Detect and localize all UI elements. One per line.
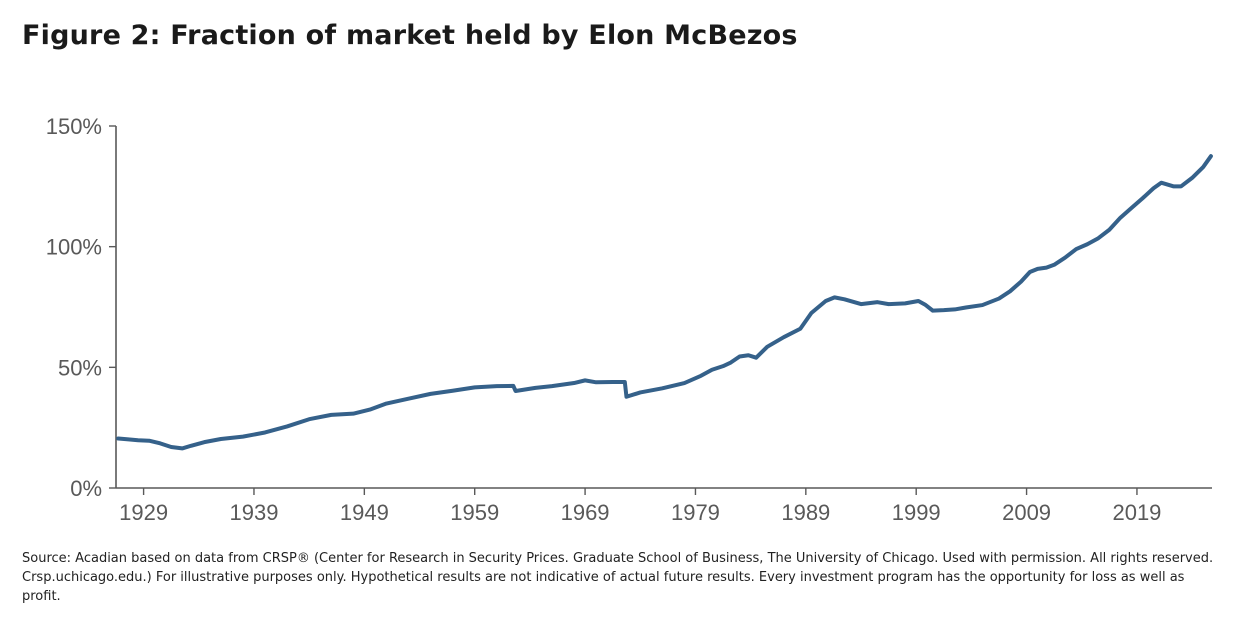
y-tick-label: 50% [58, 355, 102, 380]
y-tick-label: 0% [70, 476, 102, 501]
x-tick-label: 1999 [892, 500, 941, 525]
series-line [116, 154, 1213, 451]
y-tick-label: 100% [46, 235, 102, 260]
x-tick-label: 1929 [119, 500, 168, 525]
line-chart: 0%50%100%150% 1929 1939 1949 1959 1969 1979 19… [46, 114, 1213, 525]
source-footnote: Source: Acadian based on data from CRSP®… [22, 551, 1214, 604]
x-tick-label: 1969 [561, 500, 610, 525]
x-tick-label: 1939 [229, 500, 278, 525]
y-axis: 0% 50% 100% 150% [46, 114, 117, 501]
y-tick-label: 150% [46, 114, 102, 139]
x-tick-label: 1989 [781, 500, 830, 525]
x-tick-label: 1949 [340, 500, 389, 525]
x-axis: 1929 1939 1949 1959 1969 1979 1989 1999 2009 2019 [116, 487, 1212, 525]
x-tick-label: 1979 [671, 500, 720, 525]
x-tick-label: 2009 [1002, 500, 1051, 525]
chart-title: Figure 2: Fraction of market held by Elo… [22, 20, 798, 51]
series-group [116, 154, 1213, 451]
x-tick-label: 2019 [1112, 500, 1161, 525]
x-tick-label: 1959 [450, 500, 499, 525]
